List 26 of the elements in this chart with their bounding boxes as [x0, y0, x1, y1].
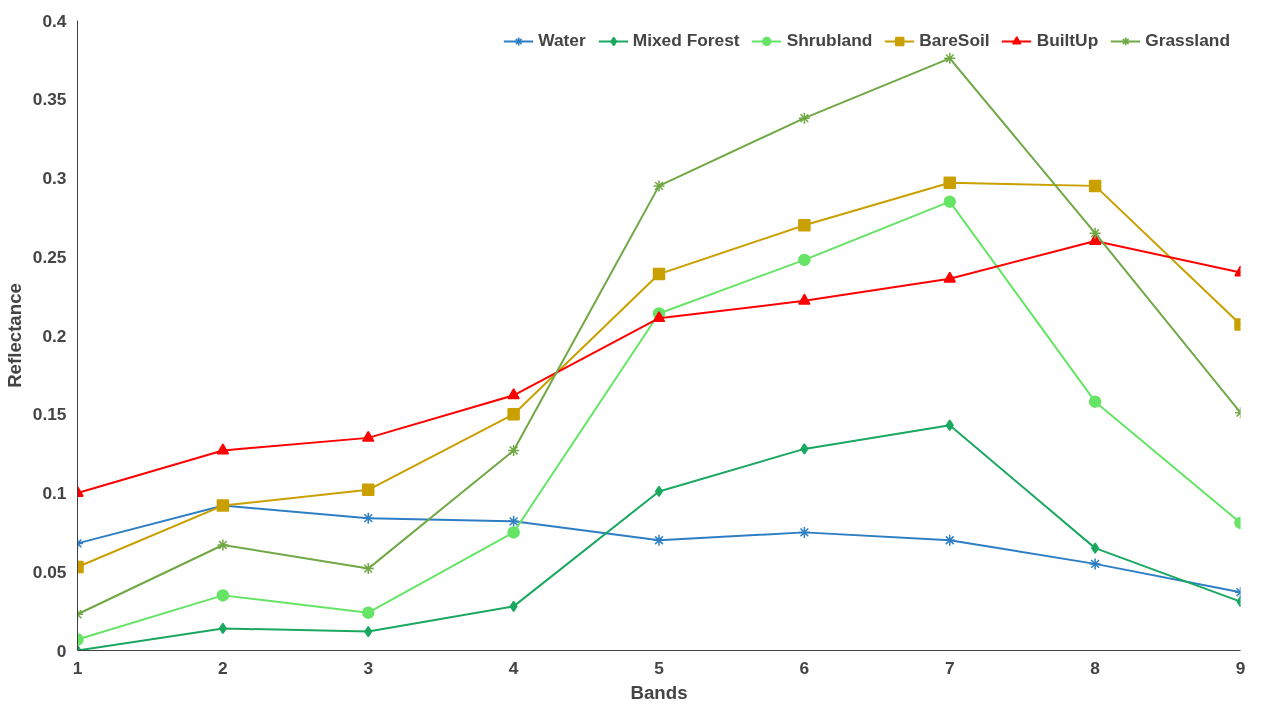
y-tick-label: 0.25 — [32, 246, 67, 267]
legend-label: BareSoil — [919, 30, 990, 51]
legend-label: Water — [538, 30, 586, 51]
y-tick-label: 0.15 — [32, 404, 67, 425]
x-tick-label: 2 — [218, 657, 228, 678]
legend-label: Grassland — [1145, 30, 1230, 51]
y-tick-label: 0.35 — [32, 89, 67, 110]
x-tick-label: 9 — [1235, 657, 1246, 678]
y-axis-title: Reflectance — [3, 283, 25, 388]
x-tick-label: 1 — [72, 657, 83, 678]
x-tick-label: 7 — [944, 657, 955, 678]
legend-label: Mixed Forest — [632, 30, 740, 51]
y-tick-label: 0.05 — [32, 561, 67, 582]
y-tick-label: 0.3 — [42, 168, 67, 188]
x-tick-label: 5 — [654, 657, 665, 678]
legend-label: BuiltUp — [1036, 30, 1099, 51]
y-tick-label: 0.1 — [42, 483, 67, 503]
y-tick-label: 0.4 — [42, 10, 67, 31]
x-axis-title: Bands — [630, 681, 688, 703]
x-tick-label: 6 — [799, 657, 810, 678]
x-tick-label: 3 — [363, 657, 374, 678]
x-tick-label: 8 — [1090, 657, 1101, 678]
legend-label: Shrubland — [786, 30, 873, 51]
y-tick-label: 0.2 — [42, 325, 67, 346]
x-tick-label: 4 — [508, 657, 519, 678]
y-tick-label: 0 — [56, 640, 67, 661]
